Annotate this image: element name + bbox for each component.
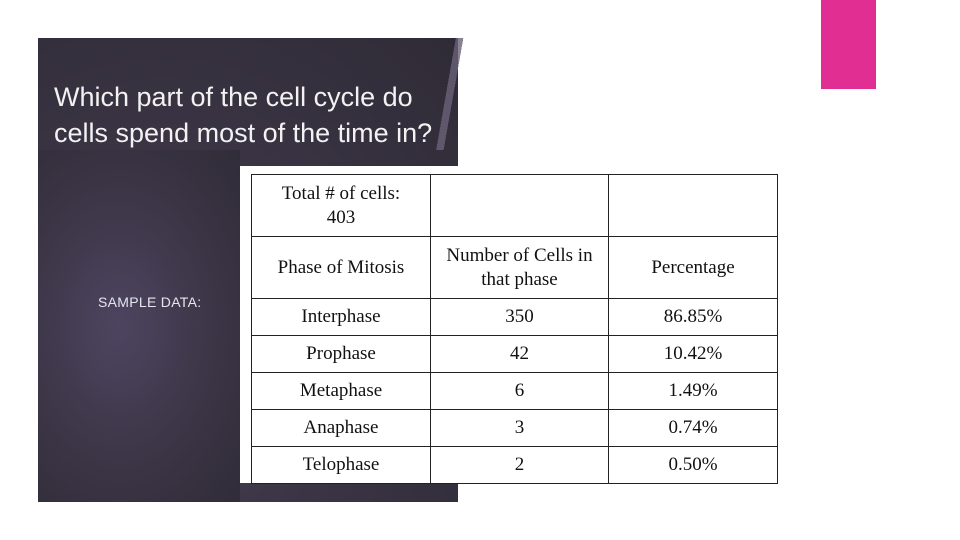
side-panel-background bbox=[38, 150, 240, 502]
data-table-container: Total # of cells: 403 Phase of Mitosis N… bbox=[240, 166, 780, 484]
count-cell: 2 bbox=[430, 446, 609, 484]
empty-cell bbox=[608, 174, 778, 237]
percent-cell: 0.74% bbox=[608, 409, 778, 447]
empty-cell bbox=[430, 174, 609, 237]
header-row: Phase of Mitosis Number of Cells in that… bbox=[251, 236, 778, 299]
total-row: Total # of cells: 403 bbox=[251, 174, 778, 237]
title-line-2: cells spend most of the time in? bbox=[54, 118, 433, 148]
sample-data-label: SAMPLE DATA: bbox=[98, 294, 202, 310]
header-count: Number of Cells in that phase bbox=[430, 236, 609, 299]
table-row: Metaphase 6 1.49% bbox=[251, 372, 778, 410]
phase-cell: Anaphase bbox=[251, 409, 431, 447]
table-row: Prophase 42 10.42% bbox=[251, 335, 778, 373]
table-row: Interphase 350 86.85% bbox=[251, 298, 778, 336]
table-row: Anaphase 3 0.74% bbox=[251, 409, 778, 447]
decorative-slash bbox=[436, 38, 466, 150]
percent-cell: 10.42% bbox=[608, 335, 778, 373]
mitosis-data-table: Total # of cells: 403 Phase of Mitosis N… bbox=[251, 174, 778, 484]
percent-cell: 0.50% bbox=[608, 446, 778, 484]
count-cell: 42 bbox=[430, 335, 609, 373]
phase-cell: Metaphase bbox=[251, 372, 431, 410]
count-cell: 3 bbox=[430, 409, 609, 447]
phase-cell: Prophase bbox=[251, 335, 431, 373]
accent-bar bbox=[821, 0, 876, 89]
total-label: Total # of cells: bbox=[281, 182, 401, 204]
phase-cell: Telophase bbox=[251, 446, 431, 484]
total-cell: Total # of cells: 403 bbox=[251, 174, 431, 237]
percent-cell: 1.49% bbox=[608, 372, 778, 410]
table-row: Telophase 2 0.50% bbox=[251, 446, 778, 484]
count-cell: 6 bbox=[430, 372, 609, 410]
slide-title: Which part of the cell cycle do cells sp… bbox=[54, 79, 554, 151]
header-phase: Phase of Mitosis bbox=[251, 236, 431, 299]
total-value: 403 bbox=[326, 206, 356, 228]
phase-cell: Interphase bbox=[251, 298, 431, 336]
percent-cell: 86.85% bbox=[608, 298, 778, 336]
count-cell: 350 bbox=[430, 298, 609, 336]
title-line-1: Which part of the cell cycle do bbox=[54, 82, 413, 112]
header-percentage: Percentage bbox=[608, 236, 778, 299]
